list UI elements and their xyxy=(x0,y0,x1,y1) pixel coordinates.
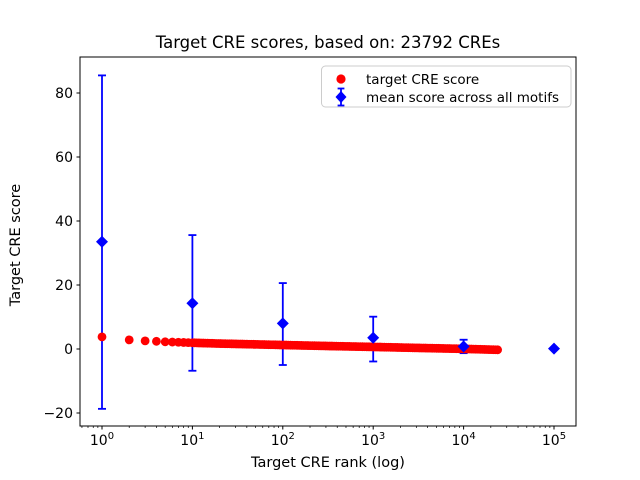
x-tick-label: 105 xyxy=(542,431,566,449)
y-tick-label: 80 xyxy=(55,86,73,102)
errorbar-lines xyxy=(98,74,468,410)
x-tick-label: 102 xyxy=(271,431,295,449)
red-circle-icon xyxy=(336,74,346,84)
y-axis-label: Target CRE score xyxy=(8,184,24,307)
legend-frame xyxy=(321,65,572,108)
x-tick-label: 104 xyxy=(451,431,475,449)
data-point-mean-score xyxy=(96,235,108,248)
data-point-target-score xyxy=(160,337,170,347)
x-axis-label: Target CRE rank (log) xyxy=(250,455,405,471)
data-point-mean-score xyxy=(548,342,560,355)
data-point-target-score xyxy=(97,332,107,342)
axes-frame xyxy=(79,56,577,427)
legend-item-target-score: target CRE score xyxy=(336,72,479,88)
legend-label: mean score across all motifs xyxy=(366,90,559,106)
x-tick-label: 101 xyxy=(180,431,204,449)
mean-score-markers xyxy=(96,235,560,355)
y-tick-label: 0 xyxy=(64,342,73,358)
y-tick-label: −20 xyxy=(43,406,73,422)
data-point-target-score xyxy=(152,336,161,346)
data-point-target-score xyxy=(124,335,134,345)
legend-item-mean-score: mean score across all motifs xyxy=(335,87,559,107)
axis-ticks: −20 0 20 40 60 80 100 101 102 103 104 105 xyxy=(43,86,566,449)
data-point-mean-score xyxy=(186,297,199,310)
data-point-mean-score xyxy=(276,317,289,330)
x-tick-label: 100 xyxy=(90,431,114,449)
y-tick-label: 40 xyxy=(55,214,73,230)
data-point-mean-score xyxy=(367,331,380,344)
chart-title: Target CRE scores, based on: 23792 CREs xyxy=(155,33,501,52)
legend-box: target CRE score mean score across all m… xyxy=(321,65,572,108)
data-point-mean-score xyxy=(457,340,470,353)
data-point-target-score xyxy=(140,336,150,346)
y-tick-label: 20 xyxy=(55,278,73,294)
x-tick-label: 103 xyxy=(361,431,385,449)
blue-diamond-icon xyxy=(335,91,347,103)
legend-label: target CRE score xyxy=(366,72,479,88)
data-point-target-score xyxy=(493,345,503,355)
y-tick-label: 60 xyxy=(55,150,73,166)
target-score-points xyxy=(97,332,503,355)
